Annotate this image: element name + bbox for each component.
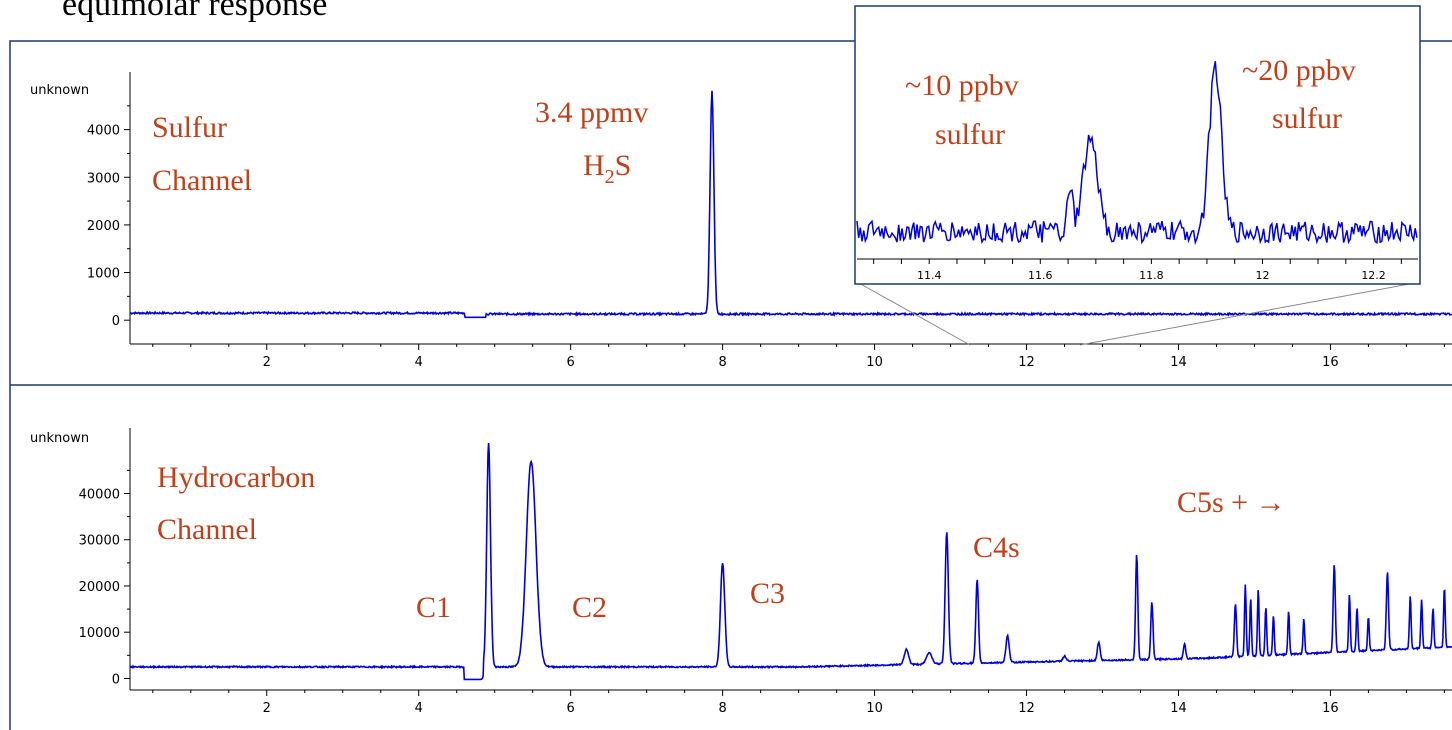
- inset-ticks: 11.4 11.6 11.8 12 12.2: [873, 259, 1402, 282]
- hydrocarbon-y-tick-label: 10000: [79, 626, 120, 641]
- hydrocarbon-x-tick-label: 14: [1170, 701, 1187, 716]
- sulfur-x-tick-label: 12: [1018, 355, 1035, 370]
- hydrocarbon-x-tick-label: 4: [415, 701, 423, 716]
- inset-connector-right: [1079, 281, 1421, 346]
- hydrocarbon-trace: [129, 443, 1452, 681]
- hydrocarbon-channel-panel: 2 4 6 8 10 12 14 16 0 10000 20000 30000 40000 unknow…: [30, 428, 1452, 716]
- sulfur-ylabel: unknown: [30, 83, 89, 98]
- inset-x-tick-label: 12.2: [1361, 269, 1386, 282]
- sulfur-x-tick-label: 14: [1170, 355, 1187, 370]
- hydrocarbon-label-line1: Hydrocarbon: [157, 461, 315, 494]
- hydrocarbon-y-tick-label: 0: [112, 672, 120, 687]
- h2s-s: S: [615, 149, 632, 182]
- sulfur-y-tick-label: 4000: [87, 124, 120, 139]
- hydrocarbon-x-tick-label: 6: [567, 701, 575, 716]
- hydrocarbon-ticks: 2 4 6 8 10 12 14 16 0 10000 20000 30000 40000: [79, 469, 1445, 716]
- hydrocarbon-x-tick-label: 12: [1018, 701, 1035, 716]
- hydrocarbon-ylabel: unknown: [30, 431, 89, 446]
- peak-label-c3: C3: [750, 577, 785, 610]
- sulfur-x-tick-label: 10: [866, 355, 883, 370]
- h2s-amount-label: 3.4 ppmv: [535, 96, 648, 129]
- sulfur-x-tick-label: 16: [1322, 355, 1339, 370]
- h2s-h: H: [583, 149, 605, 182]
- hydrocarbon-y-tick-label: 40000: [79, 487, 120, 502]
- inset-x-tick-label: 11.8: [1139, 269, 1164, 282]
- sulfur-channel-panel: 2 4 6 8 10 12 14 16 0 1000 2000 3000 4000 unknown Su…: [30, 72, 1452, 370]
- inset-peak2-line2: sulfur: [1272, 102, 1342, 135]
- inset-peak1-line1: ~10 ppbv: [905, 69, 1019, 102]
- hydrocarbon-axes: [129, 428, 1452, 691]
- sulfur-y-tick-label: 1000: [87, 267, 120, 282]
- inset-frame: [854, 5, 1421, 285]
- hydrocarbon-y-tick-label: 30000: [79, 534, 120, 549]
- sulfur-axes: [129, 72, 1452, 345]
- figure-frame: [9, 40, 1452, 730]
- header-title-fragment: equimolar response: [62, 0, 328, 23]
- sulfur-y-tick-label: 2000: [87, 219, 120, 234]
- sulfur-label-line1: Sulfur: [152, 111, 227, 144]
- sulfur-y-tick-label: 3000: [87, 171, 120, 186]
- hydrocarbon-y-tick-label: 20000: [79, 580, 120, 595]
- peak-label-c5s: C5s + →: [1177, 486, 1286, 519]
- sulfur-ticks: 2 4 6 8 10 12 14 16 0 1000 2000 3000 4000: [87, 105, 1445, 370]
- inset-x-tick-label: 11.4: [917, 269, 942, 282]
- inset-connector-left: [856, 281, 971, 346]
- inset-zoom-panel: 11.4 11.6 11.8 12 12.2 ~10 ppbv sulfur ~20 p…: [854, 5, 1421, 285]
- h2s-sub: 2: [605, 166, 615, 188]
- inset-trace: [856, 61, 1418, 246]
- hydrocarbon-label-line2: Channel: [157, 513, 257, 546]
- sulfur-x-tick-label: 6: [567, 355, 575, 370]
- hydrocarbon-x-tick-label: 10: [866, 701, 883, 716]
- peak-label-c1: C1: [416, 591, 451, 624]
- sulfur-x-tick-label: 4: [415, 355, 423, 370]
- sulfur-trace: [129, 90, 1452, 319]
- inset-x-tick-label: 11.6: [1028, 269, 1053, 282]
- sulfur-x-tick-label: 2: [263, 355, 271, 370]
- sulfur-x-tick-label: 8: [718, 355, 726, 370]
- peak-label-c2: C2: [572, 591, 607, 624]
- h2s-formula-label: H2S: [583, 149, 631, 188]
- inset-x-tick-label: 12: [1255, 269, 1269, 282]
- sulfur-y-tick-label: 0: [112, 314, 120, 329]
- inset-peak2-line1: ~20 ppbv: [1242, 54, 1356, 87]
- hydrocarbon-x-tick-label: 8: [718, 701, 726, 716]
- hydrocarbon-x-tick-label: 2: [263, 701, 271, 716]
- peak-label-c4s: C4s: [973, 531, 1020, 564]
- hydrocarbon-x-tick-label: 16: [1322, 701, 1339, 716]
- inset-peak1-line2: sulfur: [935, 118, 1005, 151]
- sulfur-label-line2: Channel: [152, 164, 252, 197]
